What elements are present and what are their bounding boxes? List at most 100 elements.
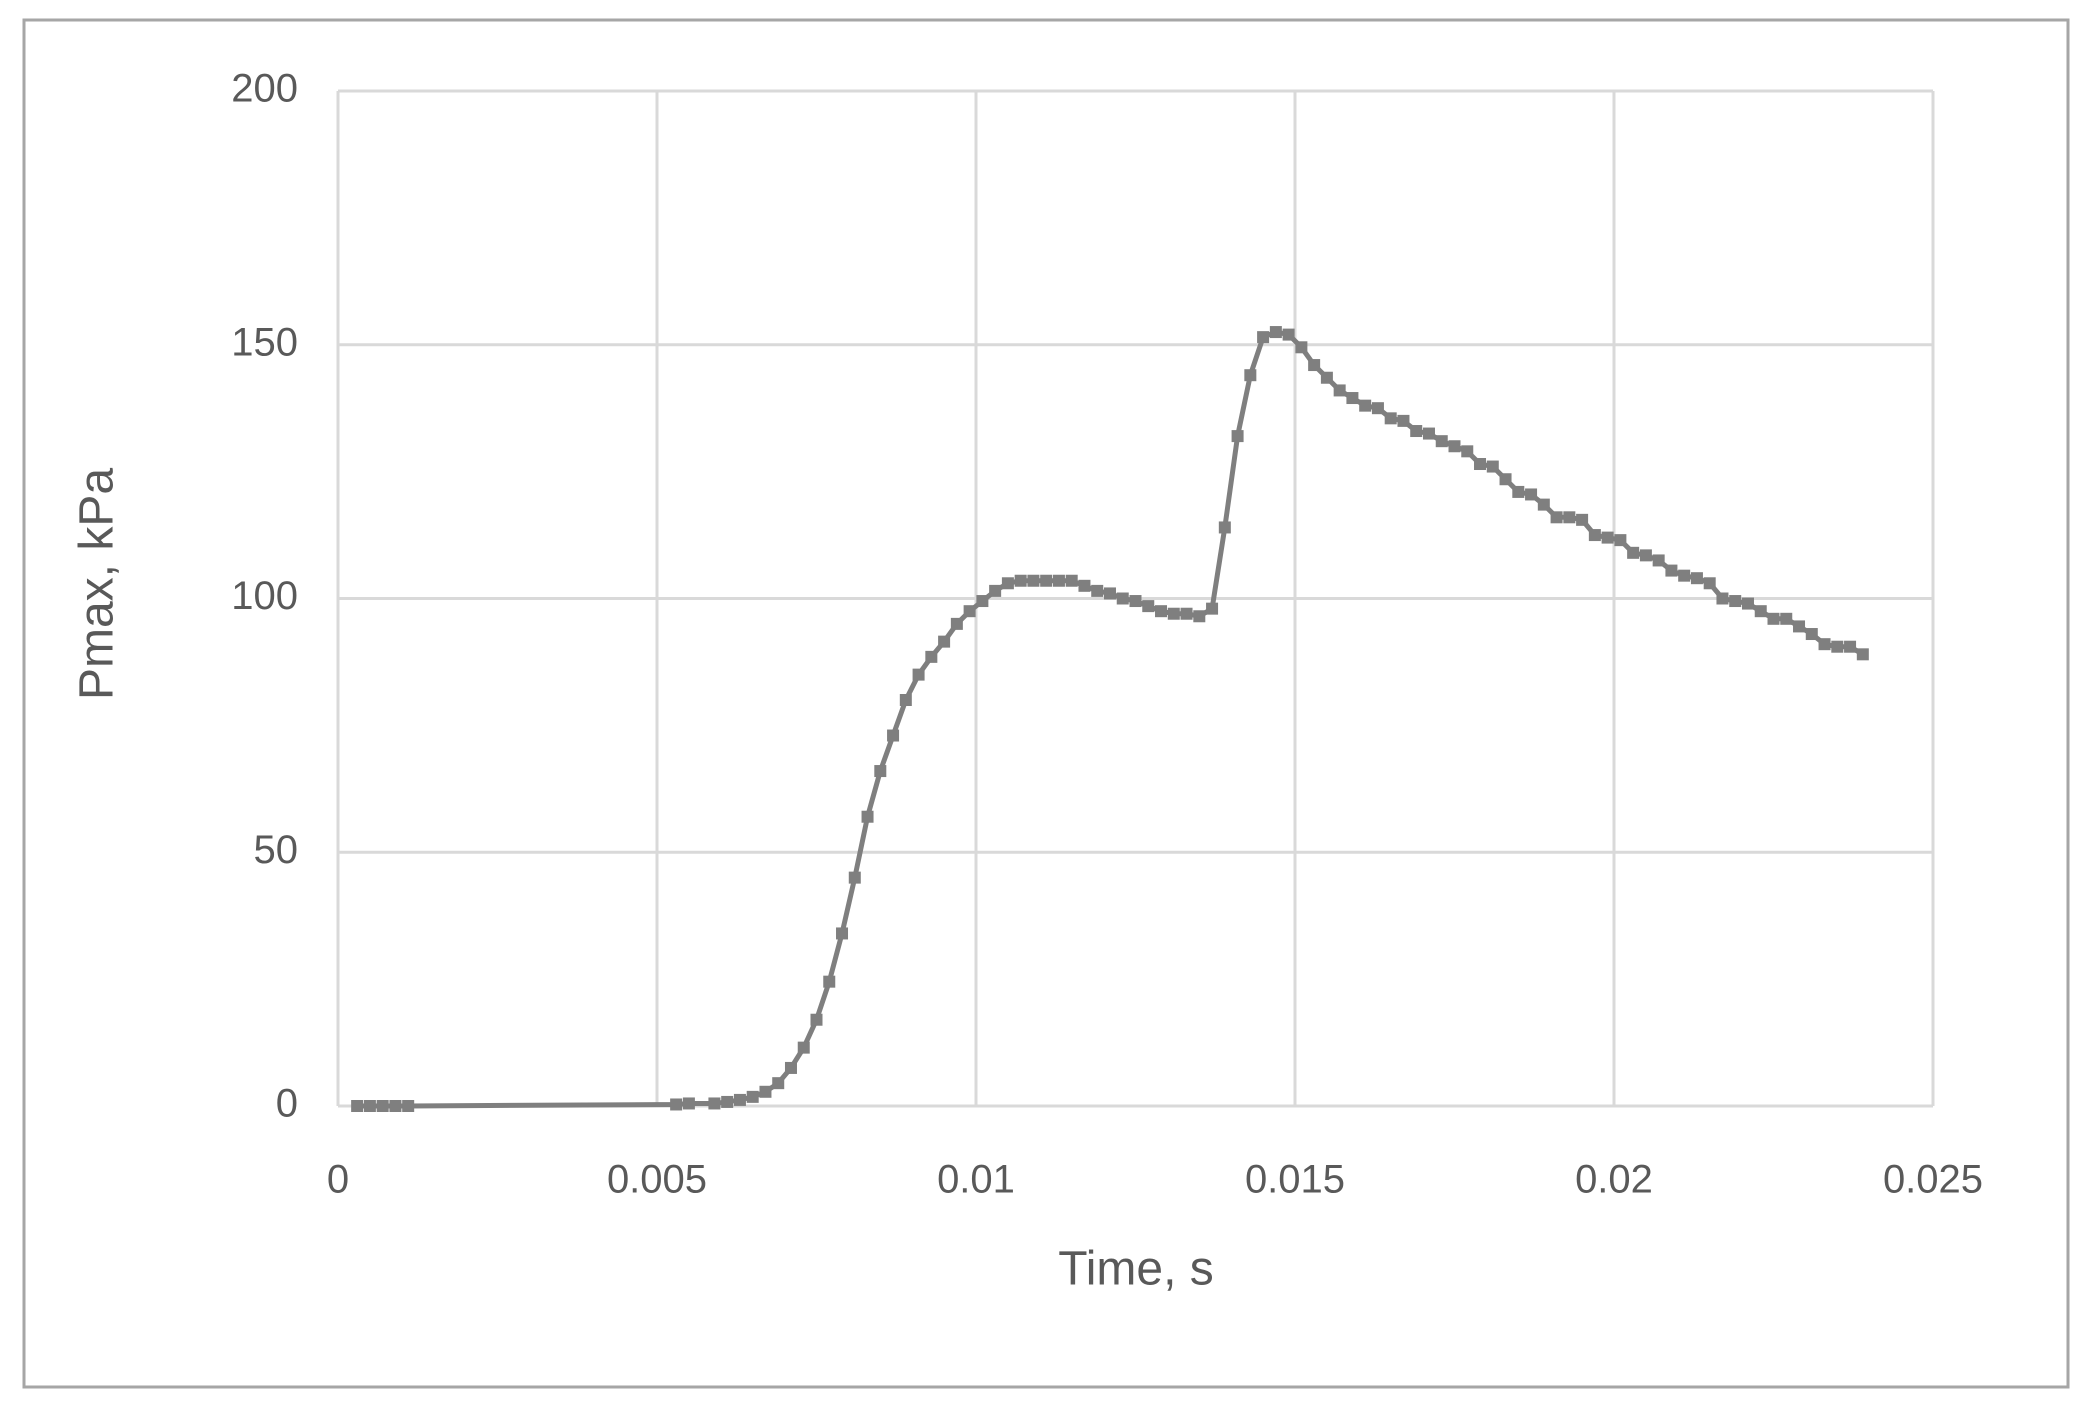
data-point	[1703, 577, 1716, 590]
data-point	[1116, 592, 1129, 605]
y-axis-title: Pmax, kPa	[71, 468, 124, 700]
data-point	[1818, 638, 1831, 651]
data-point	[1678, 569, 1691, 582]
data-point	[1856, 648, 1869, 661]
data-point	[1231, 430, 1244, 443]
data-point	[1461, 445, 1474, 458]
data-point	[1257, 331, 1270, 344]
data-point	[836, 927, 849, 940]
data-point	[670, 1098, 683, 1111]
data-point	[1474, 458, 1487, 471]
data-point	[1269, 326, 1282, 339]
data-point	[772, 1077, 785, 1090]
data-point	[989, 584, 1002, 597]
chart-border	[22, 18, 2070, 1389]
data-point	[1639, 549, 1652, 562]
data-point	[784, 1061, 797, 1074]
x-tick-label: 0.025	[1883, 1158, 1983, 1202]
y-tick-label: 100	[231, 574, 298, 618]
data-point	[1844, 640, 1857, 653]
y-tick-label: 150	[231, 320, 298, 364]
data-point	[1027, 574, 1040, 587]
data-point	[1525, 488, 1538, 501]
data-point	[351, 1100, 364, 1112]
data-point	[1014, 574, 1027, 587]
data-point	[682, 1097, 695, 1110]
data-point	[1499, 473, 1512, 486]
data-point	[976, 595, 989, 608]
data-point	[1576, 513, 1589, 526]
data-point	[963, 605, 976, 618]
data-point	[1091, 584, 1104, 597]
data-point	[938, 635, 951, 648]
data-point	[1614, 534, 1627, 547]
data-point	[1167, 607, 1180, 620]
data-point	[1155, 605, 1168, 618]
data-point	[1716, 592, 1729, 605]
data-point	[1435, 435, 1448, 448]
data-point	[1065, 574, 1078, 587]
data-point	[950, 617, 963, 630]
data-point	[797, 1041, 810, 1054]
data-point	[1308, 359, 1321, 372]
data-point	[1180, 607, 1193, 620]
data-point	[1805, 628, 1818, 641]
data-point	[1741, 597, 1754, 610]
data-point	[1244, 369, 1257, 382]
data-point	[1052, 574, 1065, 587]
y-tick-label: 50	[254, 828, 299, 872]
data-point	[1206, 602, 1219, 615]
y-tick-label: 0	[276, 1082, 298, 1126]
data-point	[1320, 371, 1333, 384]
data-point	[1652, 554, 1665, 567]
data-point	[1078, 579, 1091, 592]
data-point	[861, 810, 874, 823]
data-point	[1793, 620, 1806, 633]
data-point	[874, 765, 887, 778]
data-point	[733, 1093, 746, 1106]
data-point	[1690, 572, 1703, 585]
data-point	[1359, 399, 1372, 412]
data-point	[1410, 425, 1423, 438]
data-point	[1550, 511, 1563, 524]
data-point	[1346, 392, 1359, 405]
data-point	[1601, 531, 1614, 544]
y-tick-label: 200	[231, 67, 298, 111]
x-tick-label: 0.02	[1575, 1158, 1653, 1202]
data-point	[1588, 529, 1601, 542]
data-point	[1142, 600, 1155, 613]
data-point	[1282, 328, 1295, 341]
x-axis-title: Time, s	[1058, 1243, 1214, 1296]
data-point	[1333, 384, 1346, 397]
data-point	[1780, 612, 1793, 625]
data-point	[708, 1097, 721, 1110]
x-tick-label: 0.015	[1245, 1158, 1345, 1202]
data-point	[1831, 640, 1844, 653]
data-point	[1537, 498, 1550, 511]
data-point	[810, 1013, 823, 1026]
data-point	[1563, 511, 1576, 524]
data-point	[363, 1100, 376, 1112]
data-point	[1371, 402, 1384, 415]
data-point	[899, 694, 912, 706]
data-point	[1040, 574, 1053, 587]
data-point	[1103, 587, 1116, 600]
data-point	[389, 1100, 402, 1112]
data-point	[1193, 610, 1206, 623]
x-tick-label: 0	[327, 1158, 349, 1202]
data-point	[1767, 612, 1780, 625]
x-tick-label: 0.01	[937, 1158, 1015, 1202]
data-point	[925, 650, 938, 663]
x-tick-label: 0.005	[607, 1158, 707, 1202]
data-point	[1448, 440, 1461, 453]
data-point	[1001, 577, 1014, 590]
data-point	[1129, 595, 1142, 608]
data-point	[1627, 546, 1640, 559]
data-point	[746, 1090, 759, 1103]
data-point	[1486, 460, 1499, 473]
data-point	[912, 668, 925, 681]
data-point	[759, 1085, 772, 1098]
data-point	[848, 871, 861, 884]
data-point	[1397, 414, 1410, 427]
